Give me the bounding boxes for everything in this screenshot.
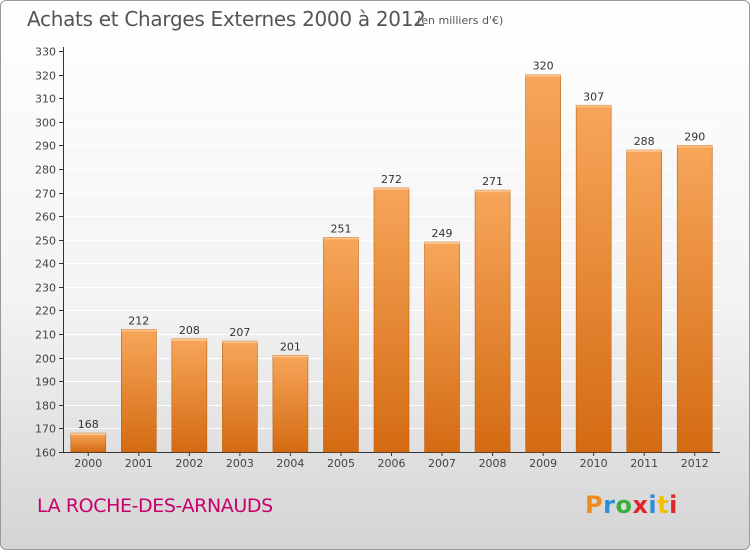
x-tick-label-2005: 2005: [327, 457, 355, 470]
y-tick-label-180: 180: [35, 400, 56, 413]
x-tick-label-2012: 2012: [681, 457, 709, 470]
value-label-2012: 290: [684, 130, 705, 143]
bar-highlight-2008: [475, 190, 511, 193]
bar-highlight-2011: [626, 150, 662, 153]
y-tick-label-190: 190: [35, 376, 56, 389]
bar-2000: [70, 432, 107, 453]
y-tick-label-250: 250: [35, 235, 56, 248]
bar-2007: [424, 241, 460, 453]
x-tick-label-2000: 2000: [74, 457, 102, 470]
y-tick-label-280: 280: [35, 164, 56, 177]
y-tick-label-160: 160: [35, 447, 56, 460]
y-tick-label-200: 200: [35, 353, 56, 366]
logo-letter: o: [615, 491, 633, 519]
bar-2003: [222, 340, 258, 453]
y-tick-label-310: 310: [35, 93, 56, 106]
bar-highlight-2009: [525, 74, 561, 77]
x-tick-label-2003: 2003: [226, 457, 254, 470]
axes: 160 170 180 190 200 210 220 230 240 250 260 270 280 2…: [35, 46, 720, 470]
x-tick-label-2008: 2008: [479, 457, 507, 470]
bar-2005: [323, 237, 359, 453]
x-tick-label-2004: 2004: [276, 457, 304, 470]
logo-letter: t: [657, 491, 670, 519]
chart-subtitle: (en milliers d'€): [417, 14, 504, 27]
y-tick-label-270: 270: [35, 188, 56, 201]
bar-highlight-2006: [374, 187, 409, 190]
bar-highlight-2007: [424, 242, 460, 245]
bar-2012: [676, 145, 713, 453]
value-label-2003: 207: [229, 326, 250, 339]
bar-2008: [474, 189, 511, 453]
y-tick-label-230: 230: [35, 282, 56, 295]
bar-highlight-2010: [576, 105, 612, 108]
x-tick-label-2009: 2009: [529, 457, 557, 470]
bar-highlight-2012: [677, 145, 713, 148]
value-label-2006: 272: [381, 173, 402, 186]
logo-letter: i: [669, 491, 678, 519]
bars: [70, 74, 713, 453]
logo-letter: x: [632, 491, 649, 519]
logo-letter: r: [603, 491, 616, 519]
x-tick-label-2002: 2002: [175, 457, 203, 470]
bar-highlight-2003: [222, 341, 258, 344]
bar-highlight-2000: [70, 433, 106, 436]
y-tick-label-220: 220: [35, 305, 56, 318]
chart-title: Achats et Charges Externes 2000 à 2012: [27, 7, 426, 31]
proxiti-logo[interactable]: Proxiti: [585, 491, 678, 519]
x-tick-label-2010: 2010: [580, 457, 608, 470]
labels: 168 212 208 207 201 251 272 249 271 320 307 288 290: [78, 60, 705, 432]
bar-2010: [575, 104, 612, 453]
x-tick-label-2006: 2006: [378, 457, 406, 470]
commune-name: LA ROCHE-DES-ARNAUDS: [37, 495, 273, 517]
bar-2004: [272, 354, 309, 453]
logo-letter: i: [648, 491, 658, 519]
value-label-2008: 271: [482, 175, 503, 188]
y-tick-label-170: 170: [35, 423, 56, 436]
y-tick-label-290: 290: [35, 140, 56, 153]
y-tick-label-330: 330: [35, 46, 56, 59]
bar-highlight-2004: [272, 355, 308, 358]
y-tick-label-240: 240: [35, 258, 56, 271]
bar-highlight-2001: [121, 329, 157, 332]
bar-2006: [373, 187, 410, 453]
bar-2011: [626, 149, 662, 453]
value-label-2011: 288: [634, 135, 655, 148]
y-tick-label-320: 320: [35, 70, 56, 83]
bar-2001: [121, 329, 157, 453]
bar-2002: [171, 338, 208, 453]
value-label-2002: 208: [179, 324, 200, 337]
value-label-2000: 168: [78, 418, 99, 431]
x-tick-label-2007: 2007: [428, 457, 456, 470]
y-tick-label-210: 210: [35, 329, 56, 342]
value-label-2005: 251: [330, 222, 351, 235]
x-tick-label-2011: 2011: [630, 457, 658, 470]
bar-2009: [525, 74, 561, 453]
bar-highlight-2005: [323, 237, 359, 240]
value-label-2001: 212: [128, 314, 149, 327]
value-label-2007: 249: [432, 227, 453, 240]
y-tick-label-300: 300: [35, 117, 56, 130]
bar-highlight-2002: [171, 338, 207, 341]
value-label-2004: 201: [280, 340, 301, 353]
x-tick-label-2001: 2001: [125, 457, 153, 470]
value-label-2009: 320: [533, 60, 554, 73]
y-tick-label-260: 260: [35, 211, 56, 224]
value-label-2010: 307: [583, 90, 604, 103]
logo-letter: P: [585, 491, 604, 519]
